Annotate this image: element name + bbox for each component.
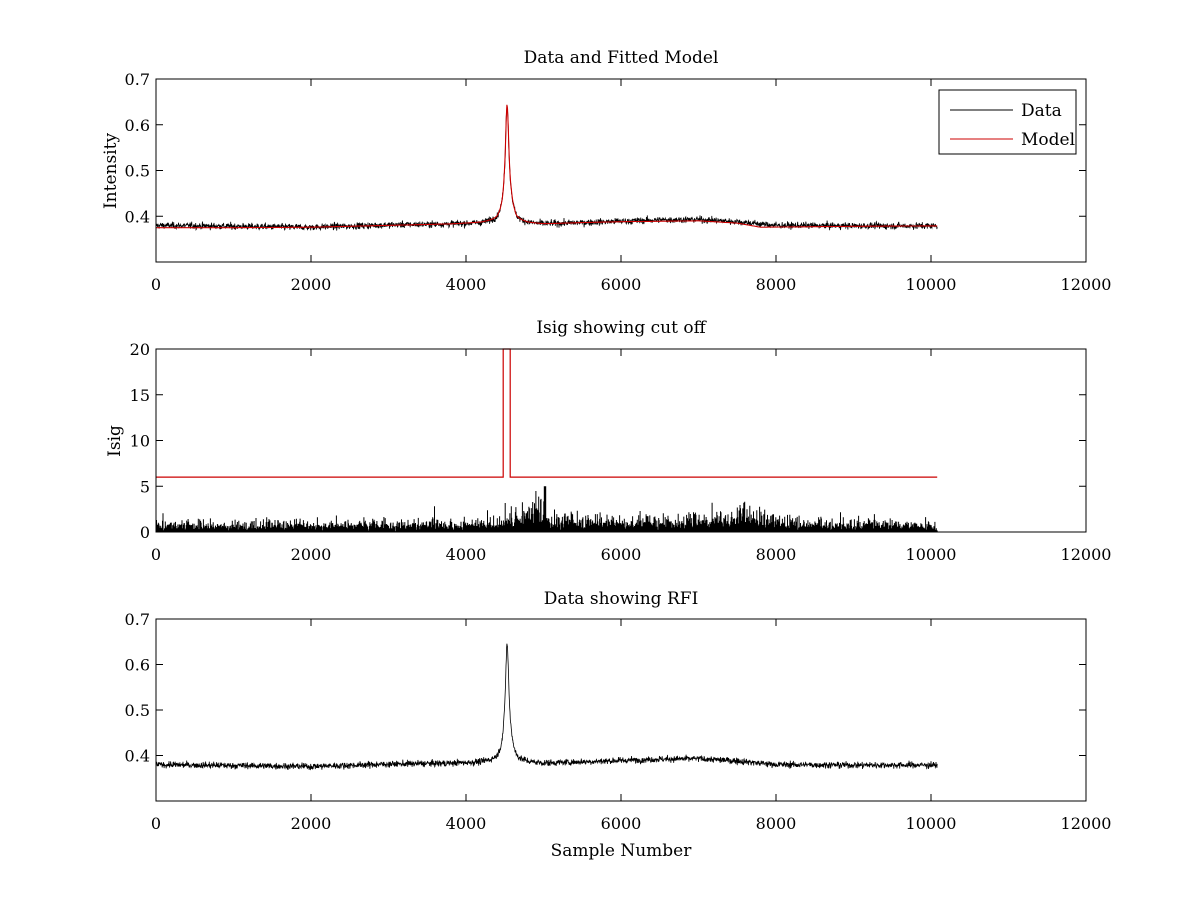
x-tick-label: 12000 [1061, 545, 1112, 564]
y-tick-label: 15 [130, 386, 150, 405]
x-tick-label: 12000 [1061, 275, 1112, 294]
legend-box [938, 89, 1077, 155]
x-tick-label: 6000 [601, 275, 642, 294]
panel-data-showing-rfi: Data showing RFI Sample Number 0 2000 4000… [125, 589, 1112, 861]
y-axis-label: Intensity [101, 133, 121, 209]
legend: Data Model [938, 89, 1077, 155]
chart-title: Isig showing cut off [536, 318, 707, 338]
x-tick-label: 8000 [756, 545, 797, 564]
legend-label-data: Data [1021, 101, 1062, 121]
series-isig-line [155, 486, 938, 532]
panel-isig-showing-cut-off: Isig showing cut off Isig 0 2000 4000 6000 8… [105, 318, 1111, 564]
x-tick-label: 4000 [446, 545, 487, 564]
x-tick-label: 2000 [291, 814, 332, 833]
x-tick-label: 8000 [756, 814, 797, 833]
x-tick-label: 0 [151, 545, 161, 564]
y-tick-label: 0.6 [125, 656, 150, 675]
y-tick-label: 0.5 [125, 162, 150, 181]
x-tick-label: 2000 [291, 275, 332, 294]
chart-title: Data and Fitted Model [524, 48, 719, 68]
x-tick-label: 12000 [1061, 814, 1112, 833]
y-tick-label: 0.7 [125, 610, 150, 629]
plot-area: 0 2000 4000 6000 8000 10000 12000 0.4 0.5 0.6 0.7 [125, 70, 1112, 294]
x-axis-label: Sample Number [551, 841, 693, 861]
y-tick-label: 20 [130, 340, 150, 359]
y-tick-label: 5 [140, 477, 150, 496]
series-cutoff-line [156, 348, 938, 478]
x-tick-label: 0 [151, 275, 161, 294]
x-tick-label: 6000 [601, 814, 642, 833]
x-tick-label: 6000 [601, 545, 642, 564]
y-tick-label: 10 [130, 432, 150, 451]
series-series-0-line [155, 643, 938, 771]
plot-area: 0 2000 4000 6000 8000 10000 12000 0.4 0.5 0.6 0.7 [125, 610, 1112, 833]
x-tick-label: 4000 [446, 275, 487, 294]
x-tick-label: 10000 [906, 275, 957, 294]
y-tick-label: 0.5 [125, 701, 150, 720]
y-axis-label: Isig [105, 425, 125, 457]
series-data-line [155, 105, 938, 232]
x-tick-label: 4000 [446, 814, 487, 833]
legend-label-model: Model [1021, 130, 1075, 150]
x-tick-label: 0 [151, 814, 161, 833]
x-tick-label: 10000 [906, 814, 957, 833]
y-tick-label: 0.4 [125, 747, 150, 766]
y-tick-label: 0.7 [125, 70, 150, 89]
y-tick-label: 0.4 [125, 207, 150, 226]
plot-area: 0 2000 4000 6000 8000 10000 12000 0 5 10 15 20 [130, 340, 1112, 564]
chart-title: Data showing RFI [544, 589, 699, 609]
x-tick-label: 2000 [291, 545, 332, 564]
x-tick-label: 8000 [756, 275, 797, 294]
y-tick-label: 0.6 [125, 116, 150, 135]
series-model-line [156, 104, 938, 229]
panel-data-and-fitted-model: Data and Fitted Model Intensity 0 2000 400… [101, 48, 1111, 294]
x-tick-label: 10000 [906, 545, 957, 564]
axes-frame [155, 618, 1087, 802]
axes-frame [155, 348, 1087, 533]
y-tick-label: 0 [140, 523, 150, 542]
